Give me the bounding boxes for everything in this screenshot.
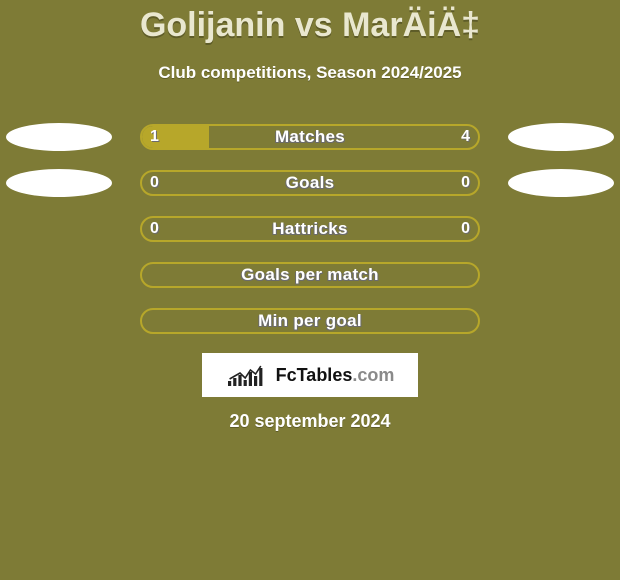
stat-label: Hattricks bbox=[142, 218, 478, 240]
logo-text-tld: .com bbox=[352, 365, 394, 385]
stat-value-right: 0 bbox=[461, 172, 470, 194]
stat-value-left: 0 bbox=[150, 172, 159, 194]
logo-text-brand: FcTables bbox=[276, 365, 353, 385]
player-right-oval bbox=[508, 169, 614, 197]
player-right-oval bbox=[508, 123, 614, 151]
stat-label: Matches bbox=[142, 126, 478, 148]
stat-bar: Matches1 4 bbox=[140, 124, 480, 150]
date-text: 20 september 2024 bbox=[0, 411, 620, 432]
page-title: Golijanin vs MarÄiÄ‡ bbox=[0, 6, 620, 45]
stat-bar: Goals per match bbox=[140, 262, 480, 288]
stat-row: Matches1 4 bbox=[0, 123, 620, 151]
site-logo: FcTables.com bbox=[226, 360, 395, 390]
stat-value-right: 0 bbox=[461, 218, 470, 240]
logo-box[interactable]: FcTables.com bbox=[202, 353, 418, 397]
stat-label: Min per goal bbox=[142, 310, 478, 332]
stat-bar: Hattricks0 0 bbox=[140, 216, 480, 242]
page-subtitle: Club competitions, Season 2024/2025 bbox=[0, 63, 620, 83]
logo-text-main: FcTables.com bbox=[276, 365, 395, 385]
stat-bar: Min per goal bbox=[140, 308, 480, 334]
comparison-card: Golijanin vs MarÄiÄ‡ Club competitions, … bbox=[0, 0, 620, 580]
stat-bar: Goals0 0 bbox=[140, 170, 480, 196]
stat-row: Hattricks0 0 bbox=[0, 215, 620, 243]
stat-label: Goals bbox=[142, 172, 478, 194]
stat-value-right: 4 bbox=[461, 126, 470, 148]
stat-row: Min per goal bbox=[0, 307, 620, 335]
logo-text: FcTables.com bbox=[276, 365, 395, 386]
stat-row: Goals per match bbox=[0, 261, 620, 289]
stat-value-left: 0 bbox=[150, 218, 159, 240]
comparison-rows: Matches14Goals00Hattricks00Goals per mat… bbox=[0, 123, 620, 335]
stat-row: Goals0 0 bbox=[0, 169, 620, 197]
player-left-oval bbox=[6, 123, 112, 151]
stat-label: Goals per match bbox=[142, 264, 478, 286]
stat-value-left: 1 bbox=[150, 126, 159, 148]
player-left-oval bbox=[6, 169, 112, 197]
chart-bars-icon bbox=[226, 360, 270, 390]
